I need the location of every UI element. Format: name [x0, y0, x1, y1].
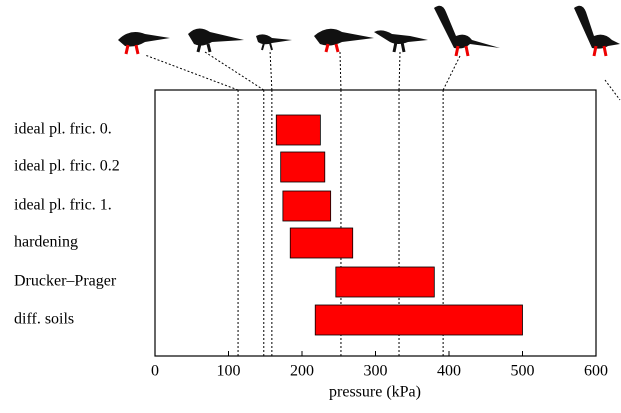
y-tick-label: ideal pl. fric. 1. — [14, 197, 112, 214]
x-tick-label: 600 — [584, 363, 608, 380]
y-tick-label: ideal pl. fric. 0.2 — [14, 158, 120, 175]
dinosaur — [434, 5, 500, 57]
dinosaur-silhouettes — [118, 5, 620, 57]
x-axis-label: pressure (kPa) — [329, 384, 421, 401]
leader-line — [442, 55, 461, 91]
bar — [275, 114, 321, 146]
x-tick-label: 200 — [290, 363, 314, 380]
dinosaur — [188, 28, 244, 53]
x-tick-label: 500 — [511, 363, 535, 380]
y-tick-label: ideal pl. fric. 0. — [14, 121, 112, 138]
dinosaur — [314, 28, 374, 53]
x-tick-label: 300 — [364, 363, 388, 380]
leader-line — [269, 49, 273, 91]
y-tick-label: hardening — [14, 234, 78, 251]
leader-line — [398, 51, 401, 91]
y-tick-label: diff. soils — [14, 311, 74, 328]
leader-line — [339, 51, 342, 91]
leader-line — [604, 79, 621, 101]
bar — [289, 227, 354, 259]
bar — [280, 151, 326, 183]
x-tick-label: 0 — [151, 363, 159, 380]
bar — [335, 266, 435, 298]
x-tick-label: 100 — [217, 363, 241, 380]
dinosaur — [574, 5, 620, 57]
leader-line — [144, 54, 239, 91]
dinosaur — [118, 32, 170, 55]
leader-line — [204, 51, 265, 91]
dinosaur — [374, 30, 428, 53]
dinosaur — [256, 34, 292, 51]
bar — [314, 304, 523, 336]
bar — [282, 190, 332, 222]
x-tick-label: 400 — [437, 363, 461, 380]
y-tick-label: Drucker–Prager — [14, 273, 117, 290]
